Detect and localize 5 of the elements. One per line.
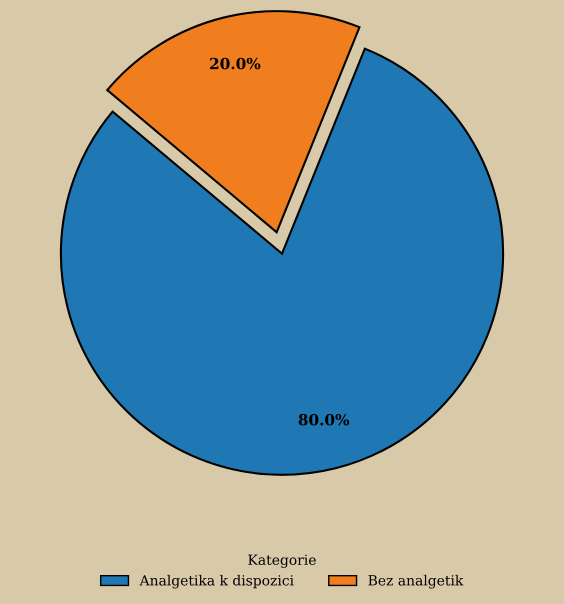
legend-label: Bez analgetik [368,574,464,588]
legend-label: Analgetika k dispozici [139,574,294,588]
data-label: 80.0% [298,414,350,426]
legend-title: Kategorie [248,554,316,568]
data-label: 20.0% [210,58,260,70]
